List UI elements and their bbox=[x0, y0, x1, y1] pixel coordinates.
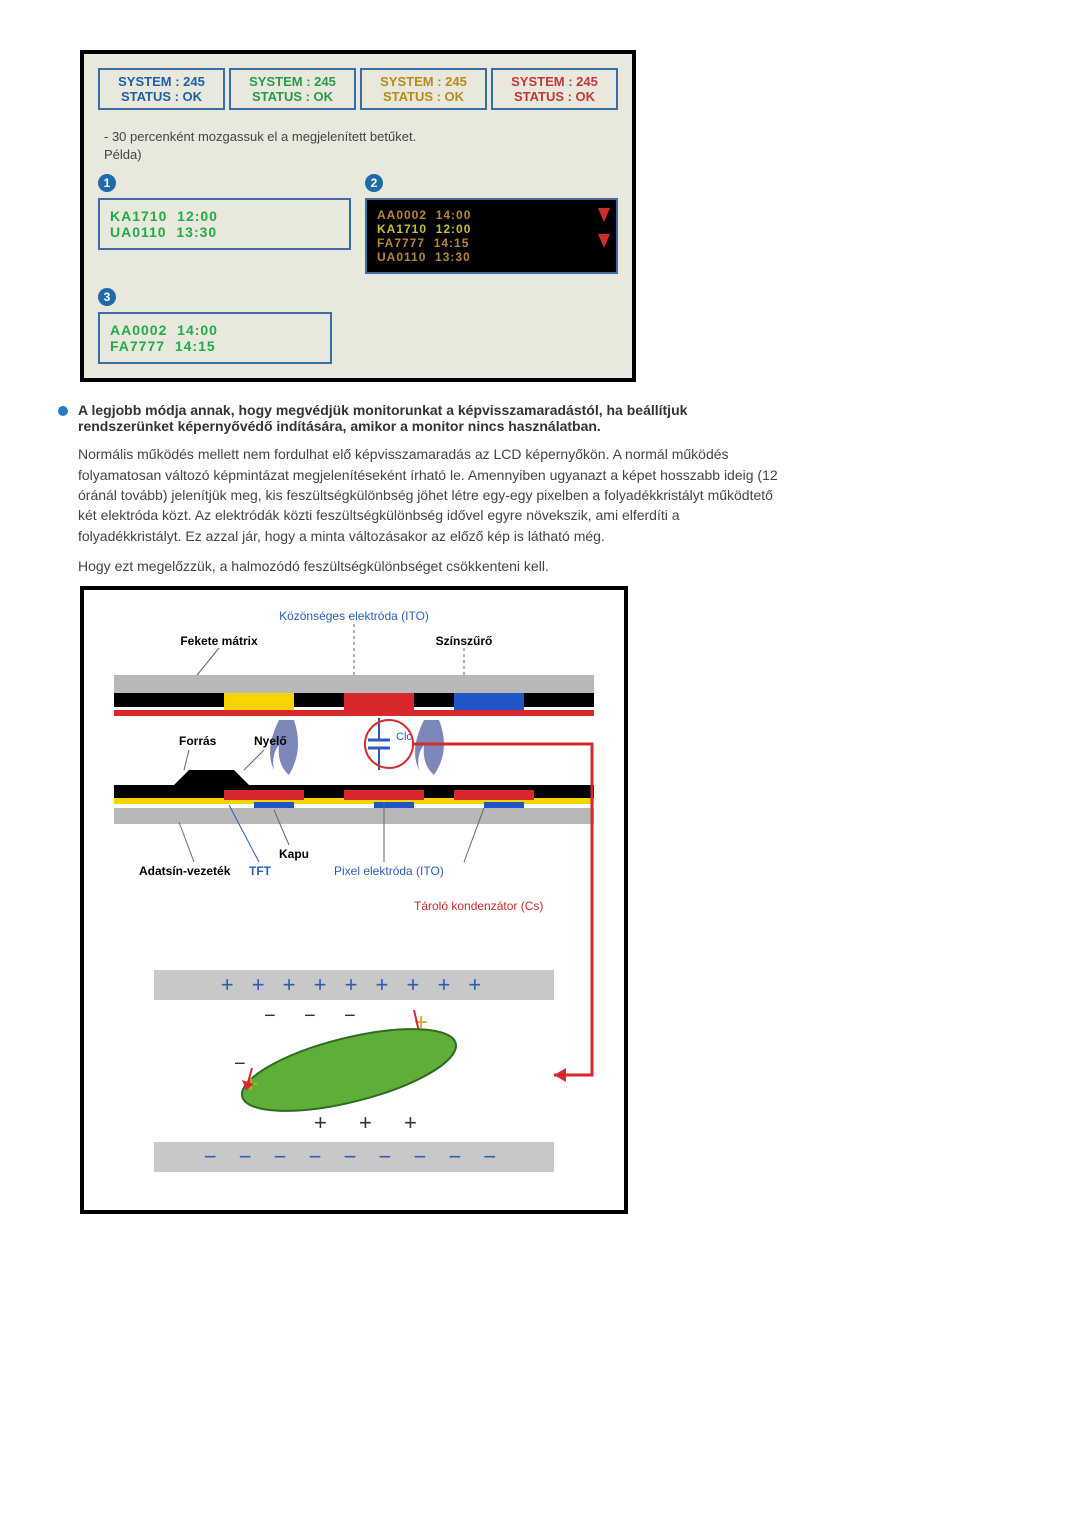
clc-highlight-circle bbox=[365, 720, 413, 768]
badge-3: 3 bbox=[98, 288, 116, 306]
system-label: SYSTEM : 245 bbox=[100, 74, 223, 89]
label-common-electrode: Közönséges elektróda (ITO) bbox=[279, 609, 429, 623]
panel2-row: FA7777 14:15 bbox=[377, 236, 606, 250]
example-col-2: 2 AA0002 14:00 KA1710 12:00 FA7777 14:15… bbox=[365, 174, 618, 274]
label-data-line: Adatsín-vezeték bbox=[139, 864, 231, 878]
label-pixel-electrode: Pixel elektróda (ITO) bbox=[334, 864, 444, 878]
svg-text:−: − bbox=[264, 1005, 276, 1027]
figure1-caption: - 30 percenként mozgassuk el a megjelení… bbox=[104, 128, 618, 164]
svg-text:−: − bbox=[344, 1005, 356, 1027]
down-arrow-icon bbox=[598, 234, 610, 248]
label-source: Forrás bbox=[179, 734, 217, 748]
system-label: SYSTEM : 245 bbox=[231, 74, 354, 89]
svg-text:−: − bbox=[304, 1005, 316, 1027]
example-row-1: 1 KA1710 12:00 UA0110 13:30 2 AA0002 14:… bbox=[98, 174, 618, 274]
caption-line-2: Példa) bbox=[104, 147, 142, 162]
badge-1: 1 bbox=[98, 174, 116, 192]
panel-3: AA0002 14:00 FA7777 14:15 bbox=[98, 312, 332, 364]
figure-1: SYSTEM : 245 STATUS : OK SYSTEM : 245 ST… bbox=[80, 50, 636, 382]
status-label: STATUS : OK bbox=[362, 89, 485, 104]
paragraph-1: Normális működés mellett nem fordulhat e… bbox=[78, 444, 778, 545]
system-status-row: SYSTEM : 245 STATUS : OK SYSTEM : 245 ST… bbox=[98, 68, 618, 110]
label-gate: Kapu bbox=[279, 847, 309, 861]
svg-text:−: − bbox=[234, 1053, 246, 1075]
minus-row: − − − − − − − − − bbox=[204, 1144, 505, 1169]
system-box-4: SYSTEM : 245 STATUS : OK bbox=[491, 68, 618, 110]
panel2-row: UA0110 13:30 bbox=[377, 250, 606, 264]
status-label: STATUS : OK bbox=[100, 89, 223, 104]
label-storage-cap: Tároló kondenzátor (Cs) bbox=[414, 899, 543, 913]
system-box-2: SYSTEM : 245 STATUS : OK bbox=[229, 68, 356, 110]
system-label: SYSTEM : 245 bbox=[493, 74, 616, 89]
label-drain: Nyelő bbox=[254, 734, 287, 748]
svg-text:+: + bbox=[404, 1110, 417, 1135]
label-tft: TFT bbox=[249, 864, 272, 878]
paragraph-2: Hogy ezt megelőzzük, a halmozódó feszült… bbox=[78, 556, 778, 576]
badge-2: 2 bbox=[365, 174, 383, 192]
bullet-dot-icon bbox=[58, 406, 68, 416]
system-box-3: SYSTEM : 245 STATUS : OK bbox=[360, 68, 487, 110]
label-black-matrix: Fekete mátrix bbox=[180, 634, 258, 648]
panel3-row2: FA7777 14:15 bbox=[110, 338, 320, 354]
status-label: STATUS : OK bbox=[493, 89, 616, 104]
label-color-filter: Színszűrő bbox=[436, 634, 493, 648]
system-box-1: SYSTEM : 245 STATUS : OK bbox=[98, 68, 225, 110]
plus-row: + + + + + + + + + bbox=[221, 972, 488, 997]
figure-2-lcd-diagram: Közönséges elektróda (ITO) Fekete mátrix… bbox=[80, 586, 628, 1214]
down-arrow-icon bbox=[598, 208, 610, 222]
svg-text:+: + bbox=[314, 1110, 327, 1135]
panel2-row: KA1710 12:00 bbox=[377, 222, 606, 236]
bullet-item: A legjobb módja annak, hogy megvédjük mo… bbox=[58, 402, 778, 434]
example-col-1: 1 KA1710 12:00 UA0110 13:30 bbox=[98, 174, 351, 274]
caption-line-1: - 30 percenként mozgassuk el a megjelení… bbox=[104, 129, 416, 144]
system-label: SYSTEM : 245 bbox=[362, 74, 485, 89]
panel1-row1: KA1710 12:00 bbox=[110, 208, 339, 224]
panel-1: KA1710 12:00 UA0110 13:30 bbox=[98, 198, 351, 250]
svg-text:+: + bbox=[359, 1110, 372, 1135]
panel-2: AA0002 14:00 KA1710 12:00 FA7777 14:15 U… bbox=[365, 198, 618, 274]
example-col-3: 3 AA0002 14:00 FA7777 14:15 bbox=[98, 288, 618, 364]
panel2-row: AA0002 14:00 bbox=[377, 208, 606, 222]
panel1-row2: UA0110 13:30 bbox=[110, 224, 339, 240]
bullet-text: A legjobb módja annak, hogy megvédjük mo… bbox=[78, 402, 778, 434]
status-label: STATUS : OK bbox=[231, 89, 354, 104]
panel3-row1: AA0002 14:00 bbox=[110, 322, 320, 338]
